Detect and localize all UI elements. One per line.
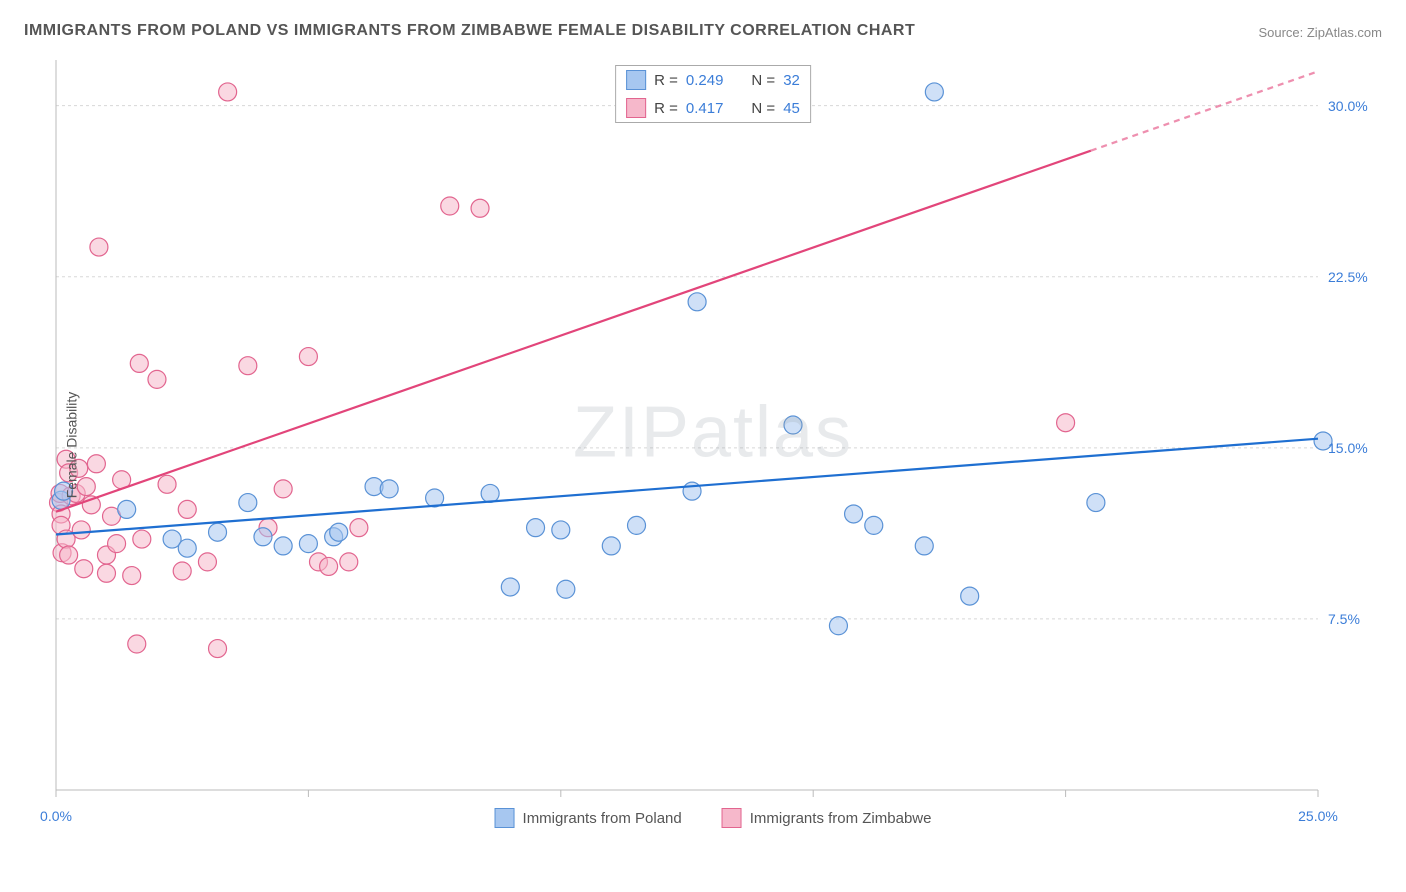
chart-container: Female Disability ZIPatlas R = 0.249 N =…	[48, 60, 1378, 830]
legend-swatch-zimbabwe	[722, 808, 742, 828]
r-label: R =	[654, 100, 678, 117]
source-attribution: Source: ZipAtlas.com	[1258, 25, 1382, 40]
legend-row-zimbabwe: R = 0.417 N = 45	[616, 94, 810, 122]
r-value-zimbabwe: 0.417	[686, 100, 724, 117]
n-label: N =	[751, 100, 775, 117]
correlation-legend: R = 0.249 N = 32 R = 0.417 N = 45	[615, 65, 811, 123]
scatter-plot	[48, 60, 1378, 830]
r-value-poland: 0.249	[686, 72, 724, 89]
chart-title: IMMIGRANTS FROM POLAND VS IMMIGRANTS FRO…	[24, 22, 915, 40]
legend-swatch-poland	[495, 808, 515, 828]
y-tick-label: 22.5%	[1328, 269, 1368, 285]
n-value-zimbabwe: 45	[783, 100, 800, 117]
x-tick-label: 0.0%	[40, 808, 72, 824]
n-value-poland: 32	[783, 72, 800, 89]
y-axis-label: Female Disability	[63, 392, 79, 499]
y-tick-label: 15.0%	[1328, 440, 1368, 456]
legend-item-zimbabwe: Immigrants from Zimbabwe	[722, 808, 932, 828]
legend-swatch-zimbabwe	[626, 98, 646, 118]
x-tick-label: 25.0%	[1298, 808, 1338, 824]
n-label: N =	[751, 72, 775, 89]
source-value: ZipAtlas.com	[1307, 25, 1382, 40]
series-legend: Immigrants from Poland Immigrants from Z…	[495, 808, 932, 828]
legend-label-zimbabwe: Immigrants from Zimbabwe	[750, 810, 932, 827]
legend-item-poland: Immigrants from Poland	[495, 808, 682, 828]
legend-swatch-poland	[626, 70, 646, 90]
source-label: Source:	[1258, 25, 1306, 40]
legend-row-poland: R = 0.249 N = 32	[616, 66, 810, 94]
r-label: R =	[654, 72, 678, 89]
y-tick-label: 7.5%	[1328, 611, 1360, 627]
legend-label-poland: Immigrants from Poland	[523, 810, 682, 827]
y-tick-label: 30.0%	[1328, 98, 1368, 114]
